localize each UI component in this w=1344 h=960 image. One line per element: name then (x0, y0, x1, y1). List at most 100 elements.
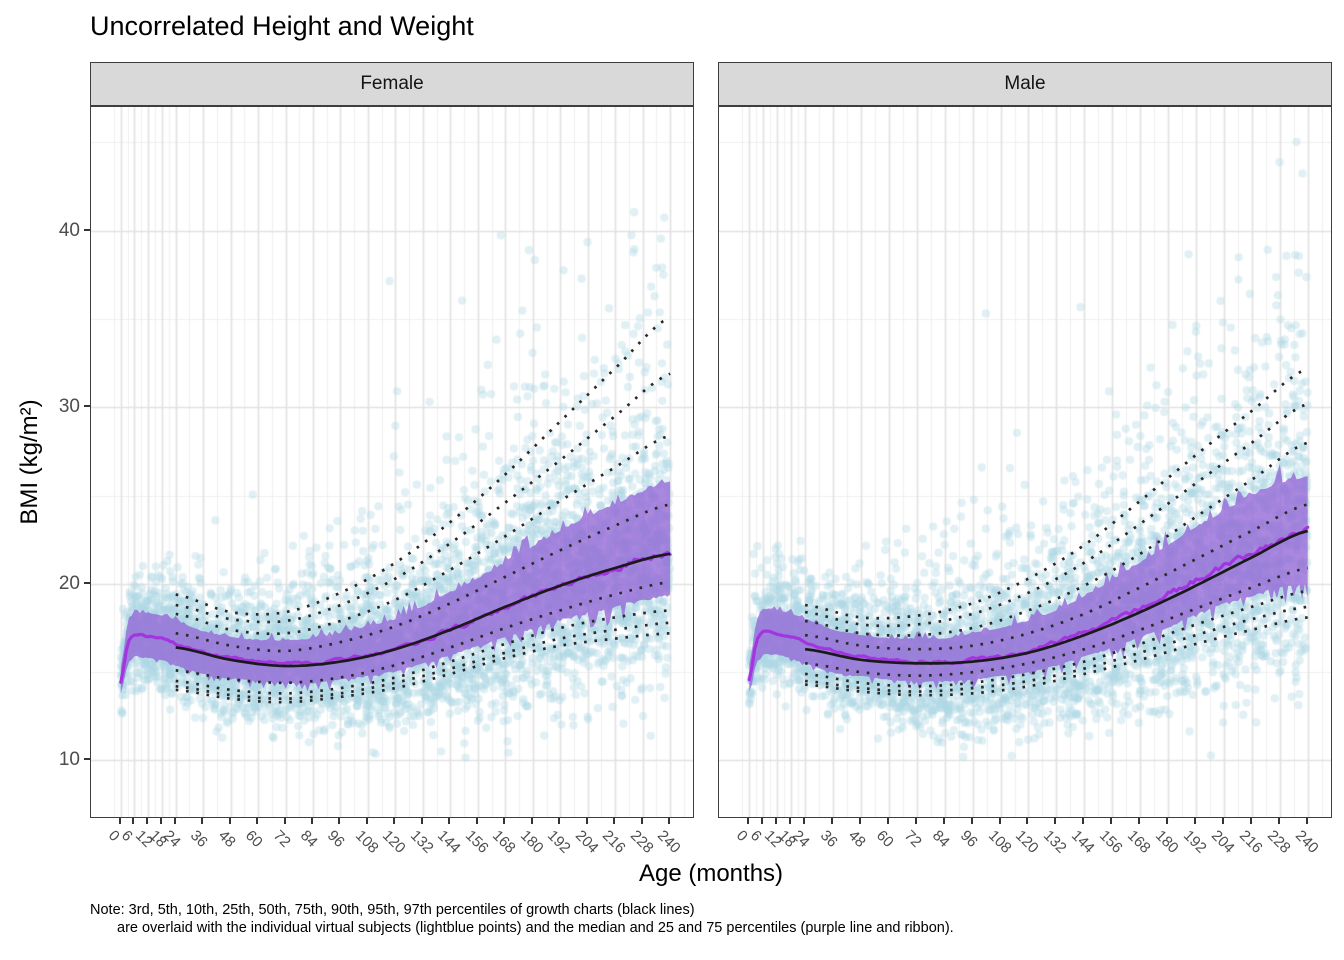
growth-percentile-P95-female (175, 372, 671, 624)
scatter-canvas-female (91, 107, 693, 817)
y-tick-label: 30 (58, 396, 80, 418)
x-tick (311, 818, 314, 824)
growth-percentile-P90-male (804, 441, 1309, 637)
x-tick-label: 156 (1096, 827, 1126, 857)
x-tick-label: 132 (406, 827, 437, 857)
curves-svg-male (747, 367, 1310, 697)
iqr-ribbon-male (749, 463, 1308, 692)
x-tick-label: 180 (516, 827, 547, 857)
y-tick-label: 40 (58, 219, 80, 241)
x-tick (886, 818, 889, 824)
x-tick (970, 818, 973, 824)
x-tick (1082, 818, 1085, 824)
x-tick-label: 48 (214, 827, 239, 851)
y-tick (84, 228, 90, 231)
x-tick-label: 204 (1207, 827, 1238, 857)
y-tick-label: 10 (58, 749, 80, 771)
x-tick-label: 108 (351, 827, 382, 857)
x-tick (668, 818, 671, 824)
x-tick-label: 60 (242, 827, 266, 851)
growth-percentile-P97-male (804, 367, 1309, 620)
growth-percentile-P25-female (175, 580, 671, 685)
x-tick-label: 108 (984, 827, 1015, 857)
x-tick (761, 818, 764, 824)
x-tick (365, 818, 368, 824)
y-tick-label: 20 (58, 572, 80, 594)
x-tick-label: 204 (571, 827, 602, 857)
x-tick-label: 72 (269, 827, 294, 851)
x-tick (1194, 818, 1197, 824)
x-tick-label: 192 (544, 827, 574, 857)
x-tick-label: 228 (626, 827, 657, 857)
x-tick-label: 36 (816, 827, 841, 851)
x-tick-label: 84 (928, 827, 953, 851)
x-tick (475, 818, 478, 824)
x-tick (1221, 818, 1224, 824)
x-tick (803, 818, 806, 824)
growth-percentile-P5-female (175, 621, 671, 701)
x-axis-title: Age (months) (638, 860, 784, 887)
x-tick (831, 818, 834, 824)
x-tick-label: 24 (789, 827, 813, 851)
x-tick (1110, 818, 1113, 824)
x-tick (585, 818, 588, 824)
scatter-canvas-male (719, 107, 1331, 817)
growth-percentile-P75-female (175, 503, 671, 653)
y-tick (84, 405, 90, 408)
x-tick (558, 818, 561, 824)
growth-percentile-P10-male (804, 589, 1308, 688)
x-tick (393, 818, 396, 824)
x-tick (1054, 818, 1057, 824)
x-tick-label: 48 (844, 827, 869, 851)
curves-svg-female (119, 316, 672, 704)
x-tick-label: 192 (1180, 827, 1210, 857)
x-tick (159, 818, 162, 824)
facet-strip-female-label: Female (360, 73, 424, 94)
x-tick (132, 818, 135, 824)
x-tick-label: 60 (872, 827, 897, 851)
growth-percentile-P3-male (804, 616, 1308, 697)
x-tick-label: 96 (324, 827, 349, 851)
x-tick (942, 818, 945, 824)
x-tick-label: 180 (1152, 827, 1182, 857)
x-tick-label: 132 (1040, 827, 1071, 857)
growth-percentile-P95-male (804, 402, 1309, 628)
x-tick-label: 120 (379, 827, 410, 857)
x-tick (228, 818, 231, 824)
x-tick (448, 818, 451, 824)
plot-title: Uncorrelated Height and Weight (90, 11, 474, 41)
panel-female (90, 106, 694, 818)
facet-strip-male-label: Male (1004, 73, 1046, 94)
x-tick-label: 120 (1012, 827, 1043, 857)
x-tick-label: 216 (599, 827, 629, 857)
x-tick (1277, 818, 1280, 824)
x-tick (256, 818, 259, 824)
x-tick (789, 818, 792, 824)
growth-percentile-P3-female (175, 631, 671, 704)
x-tick-label: 36 (187, 827, 211, 851)
y-axis-title: BMI (kg/m²) (16, 399, 43, 525)
growth-percentile-P97-female (175, 316, 671, 616)
x-tick (1026, 818, 1029, 824)
x-tick (420, 818, 423, 824)
caption-note-line2: are overlaid with the individual virtual… (117, 920, 954, 936)
facet-strip-male: Male (718, 62, 1332, 106)
x-tick (1138, 818, 1141, 824)
x-tick-label: 168 (489, 827, 519, 857)
x-tick (1249, 818, 1252, 824)
x-tick (146, 818, 149, 824)
growth-percentile-P75-male (804, 503, 1309, 651)
x-tick (747, 818, 750, 824)
x-tick (775, 818, 778, 824)
x-tick (1166, 818, 1169, 824)
x-tick-label: 156 (461, 827, 492, 857)
x-tick (338, 818, 341, 824)
iqr-ribbon-female (120, 479, 671, 694)
x-tick-label: 144 (1068, 827, 1099, 857)
panel-male (718, 106, 1332, 818)
growth-percentile-P50-female (175, 552, 671, 668)
x-tick (998, 818, 1001, 824)
facet-strip-female: Female (90, 62, 694, 106)
x-tick (640, 818, 643, 824)
